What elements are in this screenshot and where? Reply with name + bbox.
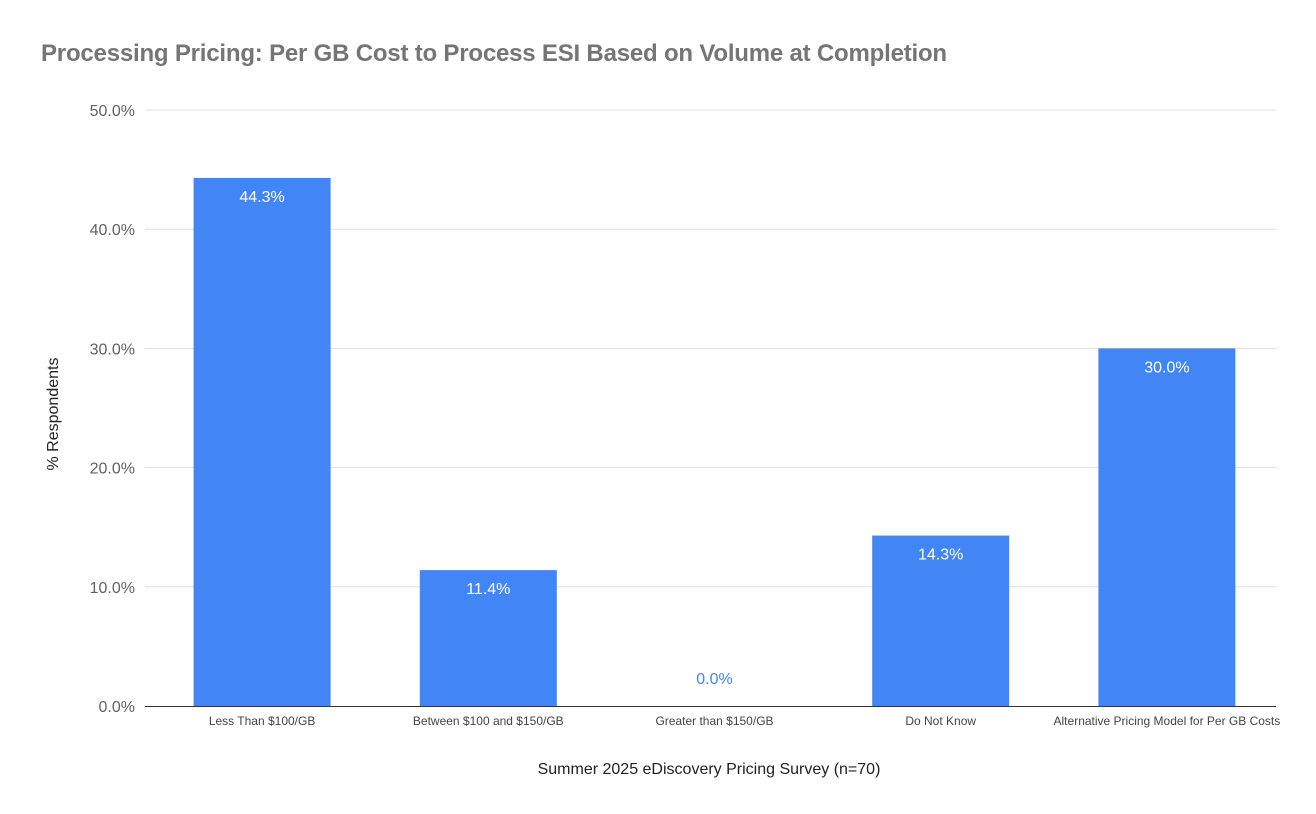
- data-label: 44.3%: [239, 189, 284, 206]
- x-tick-label: Between $100 and $150/GB: [413, 714, 564, 728]
- data-label: 14.3%: [918, 547, 963, 564]
- x-tick-label: Less Than $100/GB: [209, 714, 316, 728]
- bars: [193, 177, 1236, 707]
- y-axis-ticks: 0.0% 10.0% 20.0% 30.0% 40.0% 50.0%: [90, 103, 135, 716]
- data-label: 0.0%: [696, 671, 732, 688]
- x-axis-ticks: Less Than $100/GB Between $100 and $150/G…: [209, 714, 1280, 728]
- y-tick-label: 40.0%: [90, 222, 135, 239]
- bar: [872, 535, 1010, 706]
- bar: [1098, 348, 1236, 706]
- y-tick-label: 20.0%: [90, 461, 135, 478]
- x-axis-title: Summer 2025 eDiscovery Pricing Survey (n…: [538, 761, 881, 778]
- bar: [419, 570, 557, 706]
- data-labels: 44.3% 11.4% 0.0% 14.3% 30.0%: [239, 189, 1189, 688]
- x-tick-label: Alternative Pricing Model for Per GB Cos…: [1054, 714, 1281, 728]
- y-tick-label: 10.0%: [90, 580, 135, 597]
- x-tick-label: Greater than $150/GB: [655, 714, 773, 728]
- x-tick-label: Do Not Know: [905, 714, 976, 728]
- y-tick-label: 50.0%: [90, 103, 135, 120]
- y-axis-title: % Respondents: [45, 358, 62, 471]
- y-tick-label: 30.0%: [90, 341, 135, 358]
- data-label: 11.4%: [466, 581, 510, 598]
- gridlines: [145, 109, 1276, 588]
- chart-title: Processing Pricing: Per GB Cost to Proce…: [41, 40, 947, 67]
- y-tick-label: 0.0%: [99, 699, 135, 716]
- bar: [193, 177, 331, 707]
- data-label: 30.0%: [1144, 359, 1189, 376]
